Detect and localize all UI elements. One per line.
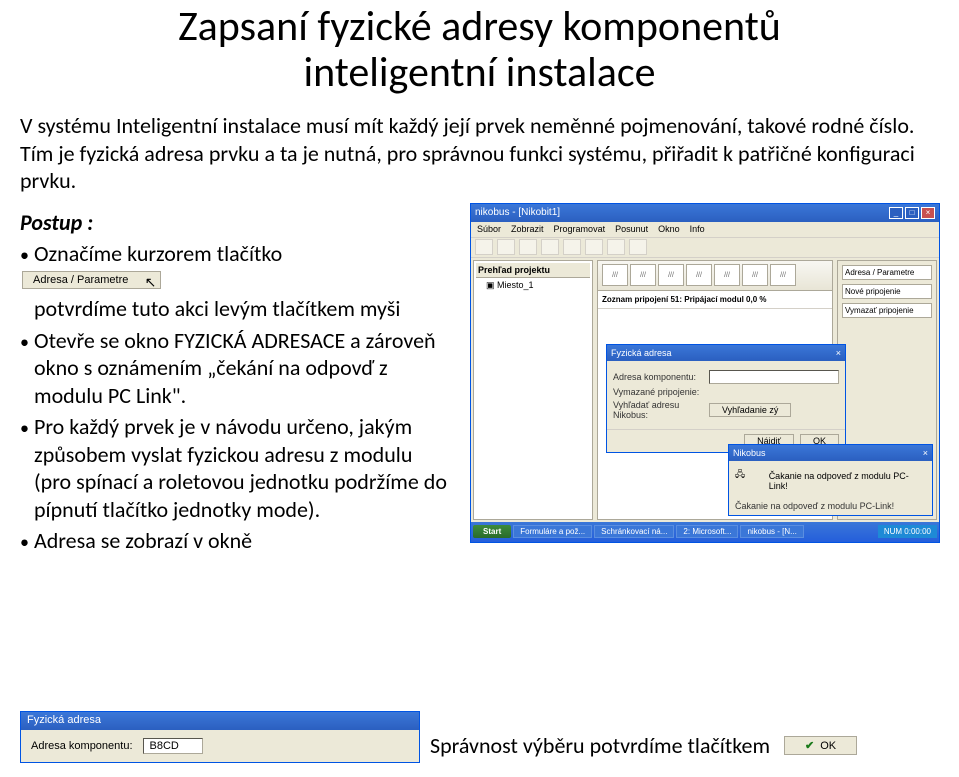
close-icon[interactable]: × [923,448,928,458]
close-icon[interactable]: × [836,348,841,358]
tree-header: Prehľad projektu [476,263,590,278]
bullet-dot: • [20,240,34,267]
bullet1b-text: potvrdíme tuto akci levým tlačítkem myši [34,295,450,323]
bottom-value: B8CD [143,738,203,754]
toolbar-btn[interactable] [607,239,625,255]
toolbar-btn[interactable] [585,239,603,255]
dialog-waiting: Nikobus × 🖧 Čakanie na odpoveď z modulu … [728,444,933,516]
toolbar-btn[interactable] [629,239,647,255]
adresa-parametre-button-image: Adresa / Parametre ↖ [22,271,161,289]
spacer [20,295,34,299]
module-chip[interactable]: /// [770,264,796,286]
project-tree: Prehľad projektu ▣ Miesto_1 [473,260,593,520]
toolbar-btn[interactable] [475,239,493,255]
app-toolbar [471,238,939,258]
menu-item[interactable]: Súbor [477,224,501,234]
toolbar-btn[interactable] [541,239,559,255]
bottom-label: Adresa komponentu: [31,740,133,752]
right-btn-nove[interactable]: Nové pripojenie [842,284,932,299]
tree-root[interactable]: ▣ Miesto_1 [476,278,590,293]
bullet-dot: • [20,413,34,440]
ok-button-image: ✔ OK [784,736,857,755]
postup-label: Postup : [0,203,470,238]
tree-root-label: Miesto_1 [497,280,534,290]
wait-status: Čakanie na odpoveď z modulu PC-Link! [729,501,932,515]
task-item[interactable]: Formuláre a pož... [513,525,592,538]
menu-item[interactable]: Okno [658,224,680,234]
dlg-label-vymazane: Vymazané pripojenie: [613,387,703,397]
menu-item[interactable]: Posunut [615,224,648,234]
toolbar-btn[interactable] [497,239,515,255]
task-item[interactable]: 2: Microsoft... [676,525,738,538]
app-screenshot: nikobus - [Nikobit1] _ □ × Súbor Zobrazi… [470,203,940,543]
module-chip[interactable]: /// [658,264,684,286]
dialog-fyzicka-adresa: Fyzická adresa × Adresa komponentu: Vyma… [606,344,846,453]
toolbar-btn[interactable] [563,239,581,255]
check-icon: ✔ [805,739,814,752]
right-btn-vymazat[interactable]: Vymazať pripojenie [842,303,932,318]
menu-item[interactable]: Programovat [554,224,606,234]
intro-paragraph: V systému Inteligentní instalace musí mí… [0,106,959,199]
module-strip: /// /// /// /// /// /// /// [598,261,832,291]
title-line1: Zapsaní fyzické adresy komponentů [178,1,781,52]
bullet-dot: • [20,327,34,354]
title-line2: inteligentní instalace [303,47,655,98]
bullet-dot: • [20,527,34,554]
toolbar-btn[interactable] [519,239,537,255]
ok-label: OK [820,740,836,752]
cursor-icon: ↖ [145,274,157,291]
dlg-input-adresa[interactable] [709,370,839,384]
footer-text: Správnost výběru potvrdíme tlačítkem [430,732,770,759]
app-title: nikobus - [Nikobit1] [475,207,560,218]
module-chip[interactable]: /// [602,264,628,286]
task-item[interactable]: Schránkovací ná... [594,525,674,538]
system-tray: NUM 0:00:00 [878,525,937,538]
dlg-btn-vyhladania[interactable]: Vyhľadanie zý [709,403,791,417]
dialog-title: Fyzická adresa [611,348,672,358]
dlg-label-adresa: Adresa komponentu: [613,372,703,382]
module-chip[interactable]: /// [714,264,740,286]
menu-item[interactable]: Info [690,224,705,234]
taskbar: Start Formuláre a pož... Schránkovací ná… [471,522,939,542]
minimize-icon[interactable]: _ [889,207,903,219]
wait-message: Čakanie na odpoveď z modulu PC-Link! [769,471,926,491]
module-chip[interactable]: /// [630,264,656,286]
app-titlebar: nikobus - [Nikobit1] _ □ × [471,204,939,222]
bottom-dialog-title: Fyzická adresa [21,712,419,730]
module-chip[interactable]: /// [686,264,712,286]
bullet1-text: Označíme kurzorem tlačítko [34,240,450,268]
app-menubar: Súbor Zobrazit Programovat Posunut Okno … [471,222,939,238]
bullet3-text: Pro každý prvek je v návodu určeno, jaký… [34,413,450,523]
bottom-dialog-fragment: Fyzická adresa Adresa komponentu: B8CD [20,711,420,763]
right-btn-adresa[interactable]: Adresa / Parametre [842,265,932,280]
menu-item[interactable]: Zobrazit [511,224,544,234]
bullet2-text: Otevře se okno FYZICKÁ ADRESACE a zárove… [34,327,450,410]
task-item[interactable]: nikobus - [N... [740,525,803,538]
bullet4-text: Adresa se zobrazí v okně [34,527,450,555]
close-icon[interactable]: × [921,207,935,219]
module-chip[interactable]: /// [742,264,768,286]
maximize-icon[interactable]: □ [905,207,919,219]
connection-header: Zoznam pripojení 51: Pripájací modul 0,0… [598,291,832,309]
start-button[interactable]: Start [473,525,511,538]
wait-title: Nikobus [733,448,766,458]
wait-icon: 🖧 [735,467,763,495]
dlg-label-vyhladat: Vyhľadať adresu Nikobus: [613,400,703,420]
adresa-btn-label: Adresa / Parametre [33,274,128,286]
